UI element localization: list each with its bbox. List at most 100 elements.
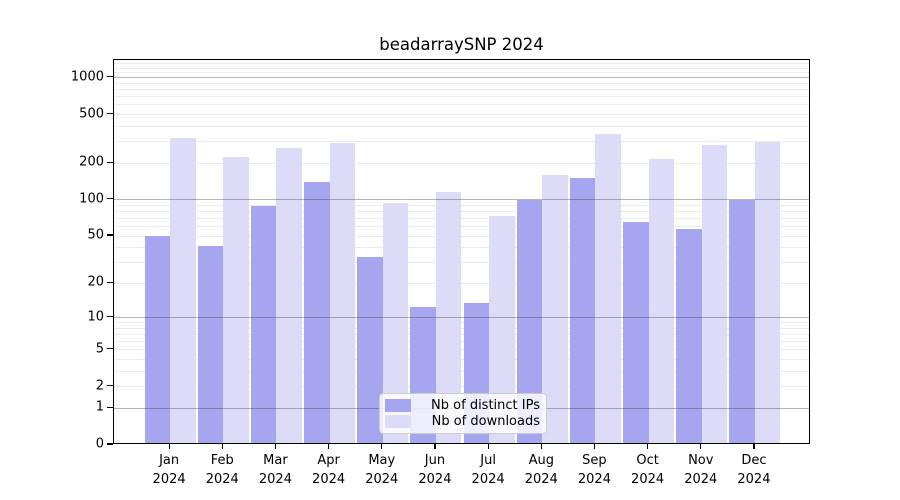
- gridline-minor: [114, 82, 809, 84]
- x-tick-mark: [593, 444, 596, 449]
- gridline-minor: [114, 322, 809, 324]
- x-tick-mark: [274, 444, 277, 449]
- legend-swatch-distinct-ips-icon: [385, 398, 411, 412]
- gridline-major: [114, 317, 809, 319]
- bar-ips-jan: [144, 236, 171, 443]
- gridline-minor: [114, 226, 809, 228]
- bar-ips-mar: [250, 206, 277, 443]
- legend-label-downloads: Nb of downloads: [431, 414, 540, 430]
- gridline-minor: [114, 370, 809, 372]
- y-tick-mark: [107, 113, 113, 115]
- bar-ips-dec: [729, 200, 755, 443]
- chart-title: beadarraySNP 2024: [379, 35, 544, 54]
- y-tick-mark: [107, 234, 113, 236]
- y-tick-label: 0: [95, 436, 104, 452]
- y-tick-label: 200: [79, 154, 104, 170]
- legend-swatch-downloads-icon: [385, 415, 411, 429]
- x-tick-label: Sep 2024: [577, 453, 611, 487]
- x-tick-label: Jul 2024: [471, 453, 505, 487]
- gridline-minor: [114, 341, 809, 343]
- x-tick-mark: [700, 444, 702, 449]
- gridline-minor: [114, 282, 809, 284]
- gridline-minor: [114, 386, 809, 388]
- y-tick-mark: [107, 76, 113, 78]
- x-tick-label: Feb 2024: [205, 453, 239, 487]
- bar-ips-sep: [569, 178, 596, 443]
- gridline-minor: [114, 333, 809, 335]
- gridline-minor: [114, 72, 809, 74]
- x-tick-mark: [381, 444, 383, 449]
- y-tick-mark: [107, 385, 113, 387]
- x-tick-mark: [328, 444, 330, 449]
- y-tick-label: 100: [79, 191, 104, 207]
- bar-downloads-sep: [595, 133, 621, 443]
- gridline-minor: [114, 247, 809, 249]
- y-tick-label: 20: [87, 274, 104, 290]
- bar-downloads-oct: [648, 158, 675, 443]
- x-tick-mark: [487, 444, 489, 449]
- x-tick-label: Aug 2024: [524, 453, 558, 487]
- x-tick-label: May 2024: [365, 453, 399, 487]
- gridline-minor: [114, 96, 809, 98]
- x-tick-mark: [221, 444, 223, 449]
- x-tick-mark: [647, 444, 649, 449]
- plot-area: [113, 59, 810, 444]
- x-tick-label: Dec 2024: [737, 453, 771, 487]
- y-tick-label: 500: [79, 106, 104, 122]
- y-tick-mark: [107, 315, 113, 318]
- legend: Nb of distinct IPs Nb of downloads: [379, 393, 547, 434]
- y-tick-mark: [107, 198, 113, 200]
- gridline-major: [114, 199, 809, 201]
- bar-ips-apr: [304, 181, 330, 443]
- gridline-minor: [114, 141, 809, 143]
- x-tick-label: Jan 2024: [152, 453, 186, 487]
- x-tick-label: Jun 2024: [418, 453, 452, 487]
- y-tick-mark: [107, 161, 113, 163]
- y-tick-mark: [107, 348, 113, 350]
- x-tick-mark: [753, 444, 755, 449]
- gridline-minor: [114, 327, 809, 329]
- y-tick-label: 1: [95, 399, 104, 415]
- bar-ips-may: [357, 257, 383, 443]
- y-tick-mark: [107, 443, 113, 445]
- legend-label-distinct-ips: Nb of distinct IPs: [431, 397, 540, 413]
- bar-downloads-jan: [170, 137, 196, 443]
- y-tick-label: 10: [87, 309, 104, 325]
- y-tick-label: 50: [87, 227, 104, 243]
- gridline-minor: [114, 114, 809, 116]
- x-tick-label: Mar 2024: [258, 453, 292, 487]
- legend-row-distinct-ips: Nb of distinct IPs: [385, 398, 540, 413]
- y-tick-label: 1000: [70, 69, 104, 85]
- y-tick-mark: [107, 406, 113, 408]
- y-tick-label: 2: [95, 378, 104, 394]
- bar-downloads-dec: [754, 142, 781, 443]
- plot-inner: [114, 60, 809, 443]
- legend-row-downloads: Nb of downloads: [385, 414, 540, 429]
- gridline-minor: [114, 204, 809, 206]
- gridline-minor: [114, 104, 809, 106]
- gridline-minor: [114, 349, 809, 351]
- bar-downloads-mar: [276, 148, 302, 443]
- x-tick-mark: [168, 444, 170, 449]
- y-tick-mark: [107, 281, 113, 283]
- bar-downloads-apr: [329, 143, 356, 443]
- gridline-minor: [114, 210, 809, 212]
- gridline-major: [114, 77, 809, 79]
- gridline-minor: [114, 235, 809, 237]
- x-tick-label: Nov 2024: [684, 453, 718, 487]
- gridline-minor: [114, 63, 809, 65]
- gridline-minor: [114, 162, 809, 164]
- x-tick-label: Apr 2024: [312, 453, 346, 487]
- bar-downloads-nov: [701, 145, 728, 443]
- gridline-minor: [114, 125, 809, 127]
- gridline-minor: [114, 358, 809, 360]
- bar-ips-nov: [676, 229, 702, 443]
- x-tick-label: Oct 2024: [631, 453, 665, 487]
- gridline-minor: [114, 67, 809, 69]
- x-tick-mark: [540, 444, 542, 449]
- bar-ips-oct: [623, 222, 649, 443]
- gridline-minor: [114, 262, 809, 264]
- x-tick-mark: [434, 444, 436, 449]
- bar-downloads-feb: [223, 157, 249, 443]
